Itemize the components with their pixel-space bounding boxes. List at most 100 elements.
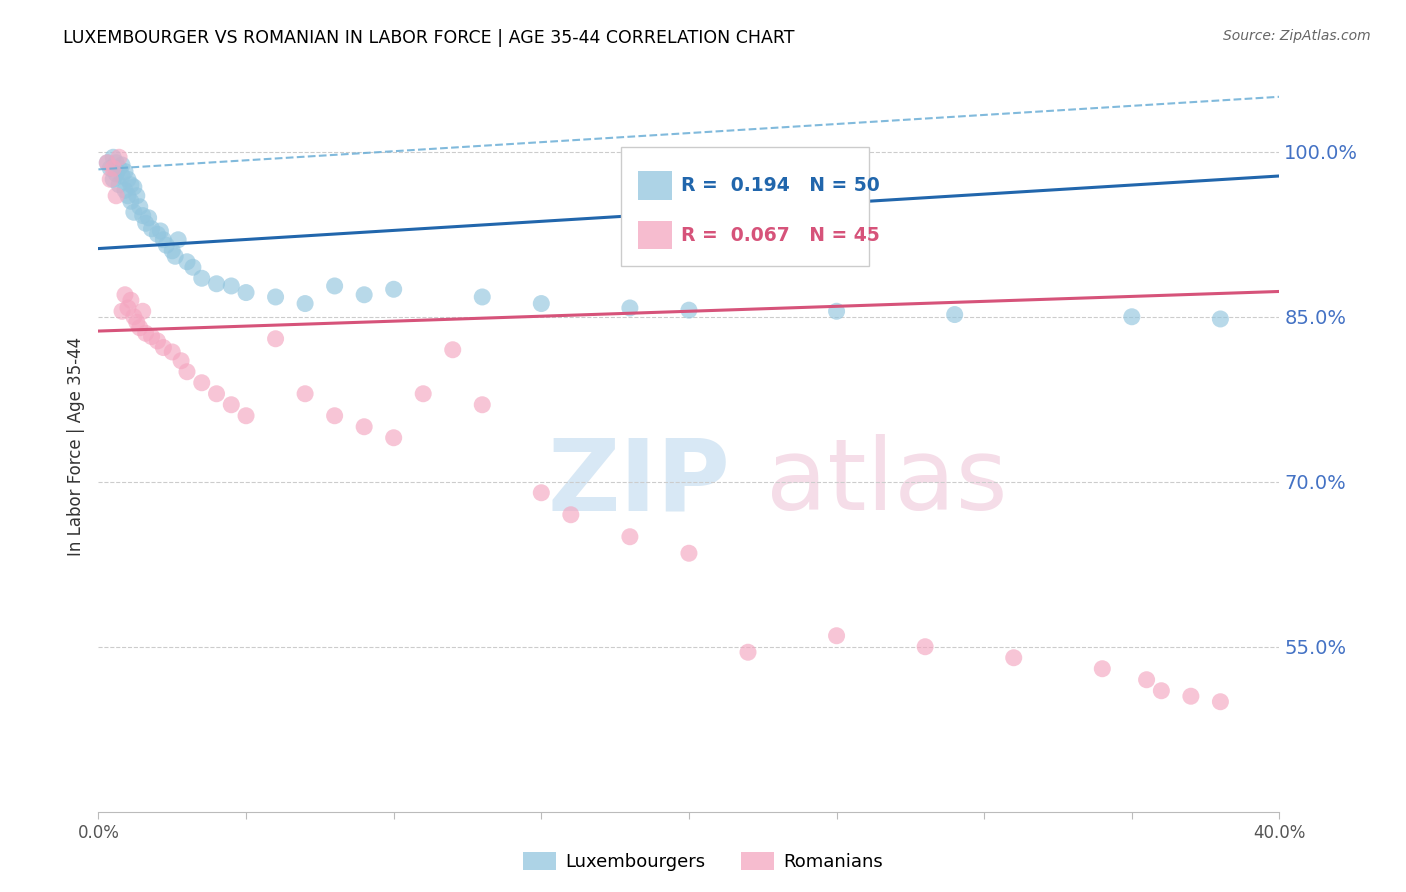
Legend: Luxembourgers, Romanians: Luxembourgers, Romanians	[516, 845, 890, 879]
Point	[146, 227, 169, 242]
Point	[1209, 695, 1232, 709]
Point	[221, 398, 243, 412]
Point	[149, 224, 172, 238]
Point	[120, 178, 142, 192]
Point	[155, 238, 177, 252]
Point	[111, 169, 134, 183]
Point	[117, 301, 139, 315]
Point	[108, 178, 131, 192]
Point	[105, 188, 128, 202]
Point	[1209, 312, 1232, 326]
Point	[125, 188, 148, 202]
Text: R =  0.194   N = 50: R = 0.194 N = 50	[682, 176, 880, 195]
Point	[353, 419, 375, 434]
Point	[1002, 650, 1025, 665]
Point	[138, 211, 160, 225]
Point	[135, 216, 157, 230]
Point	[114, 183, 136, 197]
Point	[235, 409, 257, 423]
Point	[205, 277, 228, 291]
Point	[191, 271, 214, 285]
Point	[167, 233, 190, 247]
Point	[1180, 690, 1202, 704]
Point	[111, 304, 134, 318]
Point	[382, 431, 405, 445]
Point	[441, 343, 464, 357]
Point	[619, 301, 641, 315]
Point	[114, 287, 136, 301]
Point	[825, 629, 848, 643]
Point	[122, 310, 145, 324]
Point	[162, 244, 183, 258]
Point	[98, 161, 121, 176]
Point	[943, 308, 966, 322]
Point	[530, 296, 553, 310]
Text: R =  0.067   N = 45: R = 0.067 N = 45	[682, 226, 880, 244]
Point	[120, 293, 142, 308]
Point	[108, 150, 131, 164]
Point	[128, 320, 150, 334]
Point	[108, 161, 131, 176]
Point	[125, 315, 148, 329]
Point	[323, 409, 346, 423]
Point	[235, 285, 257, 300]
Point	[111, 158, 134, 172]
Point	[96, 155, 118, 169]
Point	[117, 172, 139, 186]
Point	[412, 386, 434, 401]
Point	[122, 205, 145, 219]
Point	[165, 249, 187, 263]
Point	[353, 287, 375, 301]
Point	[825, 304, 848, 318]
Point	[264, 332, 287, 346]
Point	[162, 345, 183, 359]
Point	[146, 334, 169, 348]
Point	[471, 398, 494, 412]
Point	[176, 365, 198, 379]
Point	[120, 194, 142, 209]
Text: atlas: atlas	[766, 434, 1007, 531]
Point	[382, 282, 405, 296]
Point	[152, 233, 174, 247]
Text: LUXEMBOURGER VS ROMANIAN IN LABOR FORCE | AGE 35-44 CORRELATION CHART: LUXEMBOURGER VS ROMANIAN IN LABOR FORCE …	[63, 29, 794, 46]
Point	[560, 508, 582, 522]
Point	[141, 221, 163, 235]
Point	[96, 155, 118, 169]
Point	[135, 326, 157, 341]
Point	[141, 329, 163, 343]
Point	[264, 290, 287, 304]
Point	[678, 303, 700, 318]
Y-axis label: In Labor Force | Age 35-44: In Labor Force | Age 35-44	[66, 336, 84, 556]
Point	[530, 485, 553, 500]
Point	[114, 164, 136, 178]
Point	[132, 304, 155, 318]
Text: Source: ZipAtlas.com: Source: ZipAtlas.com	[1223, 29, 1371, 43]
Point	[132, 209, 155, 223]
Point	[221, 279, 243, 293]
Point	[294, 386, 316, 401]
Point	[619, 530, 641, 544]
Point	[205, 386, 228, 401]
Point	[678, 546, 700, 560]
Point	[176, 254, 198, 268]
Point	[1091, 662, 1114, 676]
Point	[914, 640, 936, 654]
Point	[1136, 673, 1159, 687]
Point	[181, 260, 204, 275]
Point	[128, 200, 150, 214]
Point	[191, 376, 214, 390]
Text: ZIP: ZIP	[547, 434, 730, 531]
Point	[737, 645, 759, 659]
Point	[152, 341, 174, 355]
Point	[1121, 310, 1143, 324]
Point	[294, 296, 316, 310]
Point	[122, 180, 145, 194]
Point	[323, 279, 346, 293]
Point	[105, 167, 128, 181]
Point	[170, 353, 193, 368]
Point	[117, 188, 139, 202]
Point	[105, 155, 128, 169]
Point	[103, 150, 125, 164]
Point	[98, 172, 121, 186]
Point	[471, 290, 494, 304]
